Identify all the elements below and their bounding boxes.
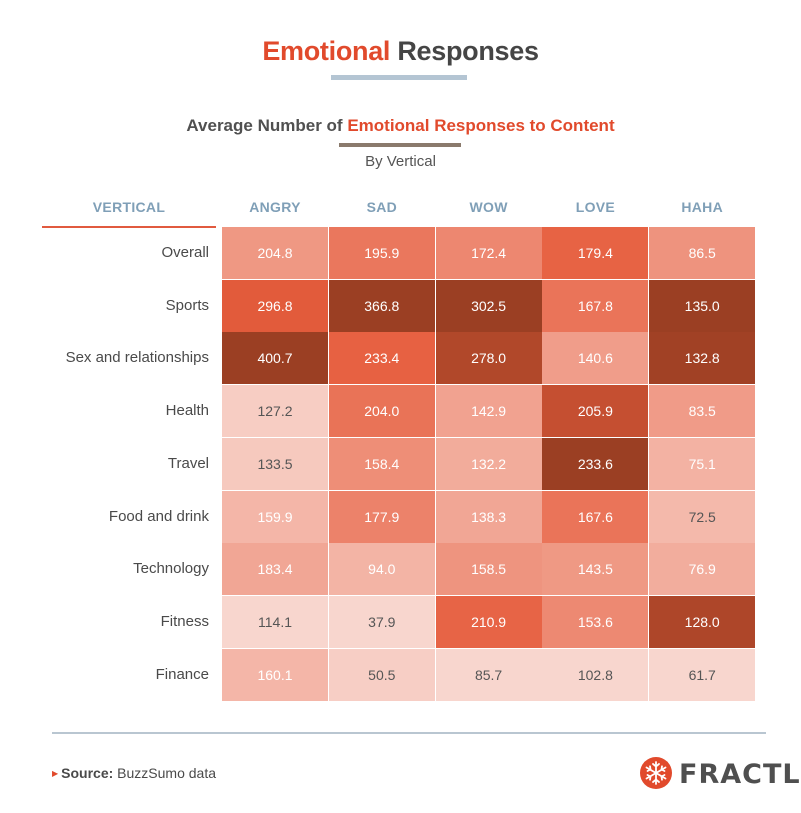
subtitle-accent: Emotional Responses to Content: [347, 116, 615, 135]
subtitle-underline: [339, 143, 461, 147]
heatmap-cell: 204.8: [222, 227, 328, 279]
row-label: Fitness: [160, 612, 209, 630]
heatmap-cell: 85.7: [435, 648, 542, 701]
chart-subtitle: Average Number of Emotional Responses to…: [0, 116, 801, 136]
heatmap-cell: 86.5: [649, 227, 756, 279]
heatmap-cell: 233.4: [328, 332, 435, 385]
heatmap-cell: 50.5: [328, 648, 435, 701]
heatmap-cell: 133.5: [222, 437, 328, 490]
heatmap-cell: 167.6: [542, 490, 649, 543]
heatmap-cell: 142.9: [435, 385, 542, 438]
row-label: Finance: [155, 665, 209, 683]
chart-title-accent: Emotional: [262, 36, 391, 66]
heatmap-cell: 167.8: [542, 279, 649, 332]
heatmap-cell: 195.9: [328, 227, 435, 279]
title-underline: [331, 75, 467, 80]
heatmap-cell: 76.9: [649, 543, 756, 596]
heatmap-cell: 140.6: [542, 332, 649, 385]
heatmap-cell: 94.0: [328, 543, 435, 596]
vertical-header-underline: [42, 226, 216, 228]
heatmap-cell: 143.5: [542, 543, 649, 596]
heatmap-cell: 177.9: [328, 490, 435, 543]
column-header-haha: HAHA: [681, 199, 724, 215]
row-label: Sports: [165, 296, 209, 314]
heatmap-cell: 278.0: [435, 332, 542, 385]
vertical-column-header: VERTICAL: [92, 199, 166, 215]
chart-title-rest: Responses: [390, 36, 539, 66]
brand-name: FRACTL: [679, 759, 801, 790]
row-label: Overall: [161, 244, 209, 261]
heatmap-cell: 128.0: [649, 595, 756, 648]
footer-divider: [52, 732, 766, 734]
column-header-wow: WOW: [469, 199, 508, 215]
column-header-angry: ANGRY: [249, 199, 301, 215]
chart-byline: By Vertical: [365, 153, 436, 170]
heatmap-cell: 205.9: [542, 385, 649, 438]
source-bullet-icon: ▶: [52, 769, 59, 778]
heatmap-cell: 296.8: [222, 279, 328, 332]
heatmap-cell: 132.8: [649, 332, 756, 385]
heatmap-cell: 302.5: [435, 279, 542, 332]
heatmap-cell: 114.1: [222, 595, 328, 648]
source-label: Source:: [61, 765, 114, 781]
heatmap-cell: 158.5: [435, 543, 542, 596]
heatmap-cell: 183.4: [222, 543, 328, 596]
row-label: Travel: [167, 454, 209, 472]
heatmap-cell: 160.1: [222, 648, 328, 701]
heatmap-cell: 204.0: [328, 385, 435, 438]
column-header-love: LOVE: [575, 199, 616, 215]
heatmap-cell: 83.5: [649, 385, 756, 438]
heatmap-cell: 366.8: [328, 279, 435, 332]
source-text: BuzzSumo data: [113, 765, 217, 781]
heatmap-cell: 75.1: [649, 437, 756, 490]
heatmap-cell: 210.9: [435, 595, 542, 648]
heatmap-cell: 158.4: [328, 437, 435, 490]
heatmap-cell: 153.6: [542, 595, 649, 648]
snowflake-logo-icon: [640, 757, 672, 789]
heatmap-cell: 138.3: [435, 490, 542, 543]
source-note: ▶ Source: BuzzSumo data: [52, 765, 216, 781]
heatmap-cell: 61.7: [649, 648, 756, 701]
heatmap-cell: 233.6: [542, 437, 649, 490]
heatmap-cell: 37.9: [328, 595, 435, 648]
column-header-sad: SAD: [366, 199, 398, 215]
heatmap-cell: 102.8: [542, 648, 649, 701]
row-label: Technology: [133, 560, 209, 578]
heatmap-cell: 135.0: [649, 279, 756, 332]
row-label: Food and drink: [108, 507, 209, 525]
heatmap-cell: 179.4: [542, 227, 649, 279]
heatmap-cell: 172.4: [435, 227, 542, 279]
row-label: Health: [165, 402, 209, 420]
heatmap-cell: 132.2: [435, 437, 542, 490]
heatmap-cell: 127.2: [222, 385, 328, 438]
row-label: Sex and relationships: [65, 349, 209, 367]
subtitle-prefix: Average Number of: [186, 116, 348, 135]
heatmap-cell: 400.7: [222, 332, 328, 385]
heatmap-cell: 159.9: [222, 490, 328, 543]
heatmap-cell: 72.5: [649, 490, 756, 543]
chart-title: Emotional Responses: [0, 36, 801, 67]
